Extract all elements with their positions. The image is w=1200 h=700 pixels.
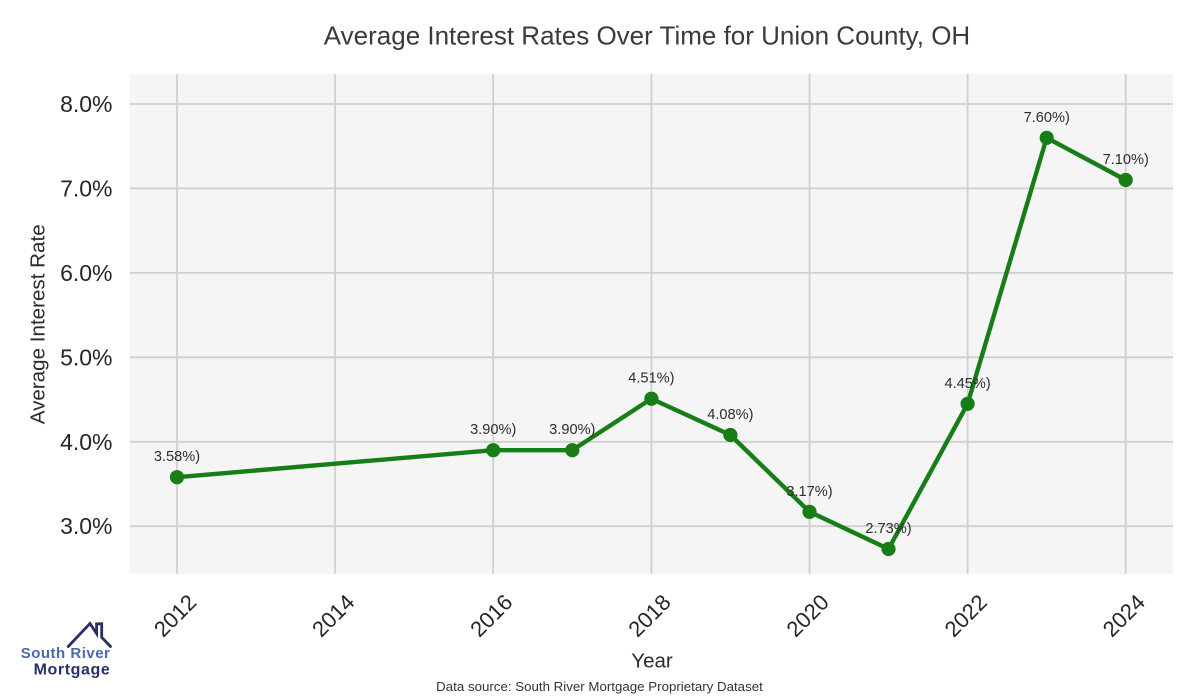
svg-text:Mortgage: Mortgage [34, 662, 111, 679]
svg-text:3.90%): 3.90%) [470, 422, 516, 438]
svg-text:2.73%): 2.73%) [865, 521, 911, 537]
svg-text:2018: 2018 [623, 589, 675, 641]
svg-text:Average Interest Rates Over Ti: Average Interest Rates Over Time for Uni… [324, 21, 970, 51]
svg-text:7.0%: 7.0% [60, 175, 112, 201]
svg-text:2012: 2012 [149, 589, 201, 641]
svg-text:4.0%: 4.0% [60, 429, 112, 455]
svg-text:2024: 2024 [1098, 589, 1150, 641]
svg-text:Year: Year [631, 650, 673, 673]
svg-text:7.10%): 7.10%) [1103, 152, 1149, 168]
svg-text:2022: 2022 [940, 589, 992, 641]
svg-text:2016: 2016 [465, 589, 517, 641]
svg-text:4.45%): 4.45%) [944, 376, 990, 392]
svg-text:8.0%: 8.0% [60, 91, 112, 117]
svg-text:7.60%): 7.60%) [1024, 110, 1070, 126]
svg-text:Average Interest Rate: Average Interest Rate [27, 224, 50, 424]
svg-text:6.0%: 6.0% [60, 260, 112, 286]
svg-text:4.08%): 4.08%) [707, 407, 753, 423]
svg-text:2020: 2020 [781, 589, 833, 641]
svg-text:Data source: South River Mortg: Data source: South River Mortgage Propri… [436, 679, 763, 694]
svg-text:3.90%): 3.90%) [549, 422, 595, 438]
svg-text:4.51%): 4.51%) [628, 371, 674, 387]
svg-text:2014: 2014 [307, 589, 359, 641]
svg-text:3.0%: 3.0% [60, 513, 112, 539]
svg-text:3.58%): 3.58%) [154, 449, 200, 465]
svg-text:South River: South River [21, 645, 111, 662]
svg-text:5.0%: 5.0% [60, 344, 112, 370]
svg-text:3.17%): 3.17%) [786, 484, 832, 500]
